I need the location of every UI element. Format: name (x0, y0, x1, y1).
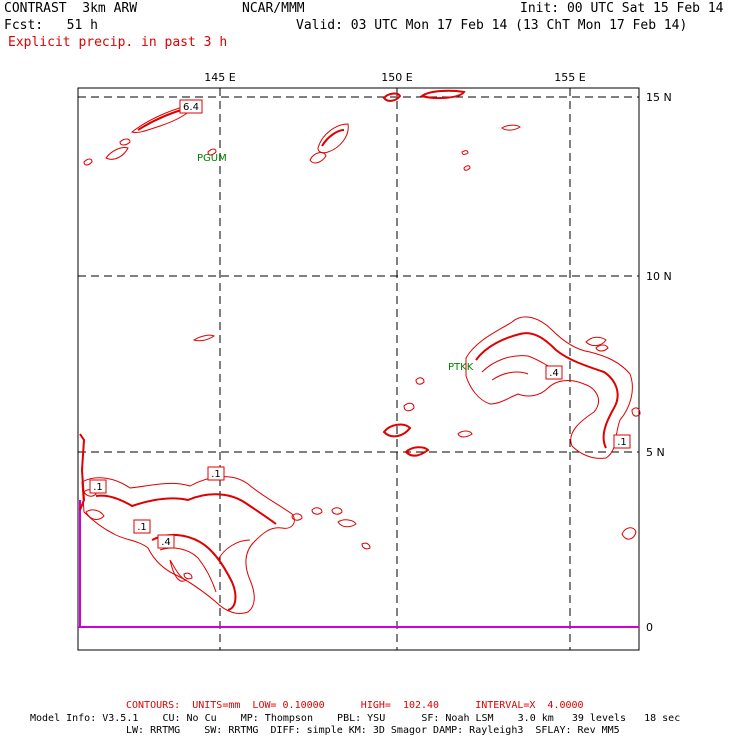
lat-label-15n: 15 N (646, 91, 672, 104)
lat-label-10n: 10 N (646, 270, 672, 283)
forecast-hour: Fcst: 51 h (4, 18, 98, 33)
lon-label-150: 150 E (381, 71, 412, 84)
contour-label-box (89, 479, 107, 494)
contour-label-box (613, 434, 631, 449)
lat-label-0: 0 (646, 621, 653, 634)
precip-contours (79, 89, 641, 615)
station-ptkk: PTKK (448, 362, 474, 373)
lon-label-155: 155 E (554, 71, 585, 84)
model-info-line2: LW: RRTMG SW: RRTMG DIFF: simple KM: 3D … (126, 725, 620, 736)
init-time: Init: 00 UTC Sat 15 Feb 14 (520, 1, 724, 16)
contour-label-box (207, 466, 225, 481)
lon-label-145: 145 E (204, 71, 235, 84)
contour-label-box (179, 99, 203, 114)
contour-label: .1 (93, 482, 103, 493)
center-title: NCAR/MMM (242, 1, 305, 16)
contour-label: .4 (161, 537, 171, 548)
contour-label: .1 (617, 437, 627, 448)
field-title: Explicit precip. in past 3 h (8, 35, 228, 50)
station-pgum: PGUM (197, 153, 227, 164)
lat-label-5n: 5 N (646, 446, 665, 459)
map-frame (77, 87, 640, 651)
contour-label-box (133, 519, 151, 534)
contour-label: .4 (549, 368, 559, 379)
valid-time: Valid: 03 UTC Mon 17 Feb 14 (13 ChT Mon … (296, 18, 688, 33)
model-info-line1: Model Info: V3.5.1 CU: No Cu MP: Thompso… (30, 713, 681, 724)
contour-label: .1 (137, 522, 147, 533)
model-title: CONTRAST 3km ARW (4, 1, 138, 16)
contour-label: 6.4 (183, 102, 199, 113)
lat-lon-grid (78, 88, 639, 650)
contour-label: .1 (211, 469, 221, 480)
contour-info: CONTOURS: UNITS=mm LOW= 0.10000 HIGH= 10… (126, 700, 584, 711)
contour-label-box (545, 365, 563, 380)
contour-label-box (157, 534, 175, 549)
